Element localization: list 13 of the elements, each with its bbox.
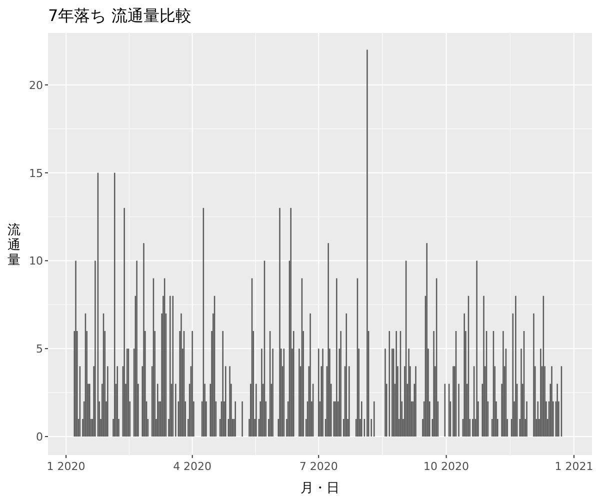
x-tick-label: 1 2021 bbox=[554, 460, 594, 473]
y-tick-label: 10 bbox=[29, 254, 43, 268]
x-tick-label: 10 2020 bbox=[424, 460, 470, 473]
x-tick-label: 1 2020 bbox=[46, 460, 86, 473]
x-axis-title: 月・日 bbox=[300, 481, 340, 496]
y-tick-label: 0 bbox=[36, 430, 43, 444]
x-tick-label: 7 2020 bbox=[299, 460, 338, 473]
chart-title: 7年落ち 流通量比較 bbox=[48, 6, 192, 25]
y-tick-label: 15 bbox=[29, 166, 43, 180]
y-tick-label: 5 bbox=[36, 342, 43, 356]
y-axis-title: 流通量 bbox=[8, 222, 20, 268]
y-tick-label: 20 bbox=[29, 78, 43, 92]
x-tick-label: 4 2020 bbox=[173, 460, 212, 473]
